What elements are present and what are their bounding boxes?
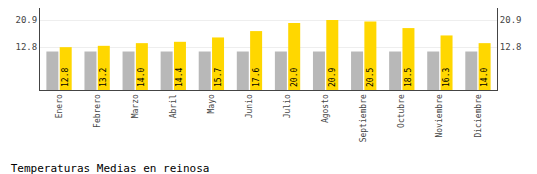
svg-text:Febrero: Febrero — [93, 94, 102, 128]
svg-text:Enero: Enero — [55, 94, 64, 118]
svg-text:Diciembre: Diciembre — [474, 94, 483, 138]
svg-text:Marzo: Marzo — [131, 94, 140, 118]
svg-text:Noviembre: Noviembre — [435, 94, 444, 138]
svg-text:Octubre: Octubre — [397, 94, 406, 128]
svg-text:12.8: 12.8 — [61, 68, 70, 87]
svg-text:12.8: 12.8 — [500, 42, 522, 52]
svg-text:14.4: 14.4 — [175, 68, 184, 87]
svg-text:Temperaturas Medias en reinosa: Temperaturas Medias en reinosa — [11, 162, 210, 174]
svg-text:17.6: 17.6 — [252, 68, 261, 87]
svg-text:20.5: 20.5 — [366, 68, 375, 87]
svg-text:Mayo: Mayo — [207, 94, 216, 113]
svg-text:14.0: 14.0 — [480, 68, 489, 87]
svg-text:18.5: 18.5 — [404, 68, 413, 87]
svg-text:Abril: Abril — [169, 94, 178, 118]
svg-text:20.9: 20.9 — [16, 15, 38, 25]
svg-text:20.9: 20.9 — [500, 15, 522, 25]
svg-text:14.0: 14.0 — [137, 68, 146, 87]
svg-text:Junio: Junio — [245, 94, 254, 118]
svg-text:13.2: 13.2 — [99, 68, 108, 87]
svg-text:Julio: Julio — [283, 94, 292, 118]
svg-text:12.8: 12.8 — [16, 42, 38, 52]
svg-text:Agosto: Agosto — [321, 94, 330, 123]
svg-text:Septiembre: Septiembre — [359, 94, 368, 142]
svg-text:20.0: 20.0 — [290, 68, 299, 87]
svg-text:16.3: 16.3 — [442, 68, 451, 87]
svg-text:20.9: 20.9 — [328, 68, 337, 87]
svg-text:15.7: 15.7 — [214, 68, 223, 87]
